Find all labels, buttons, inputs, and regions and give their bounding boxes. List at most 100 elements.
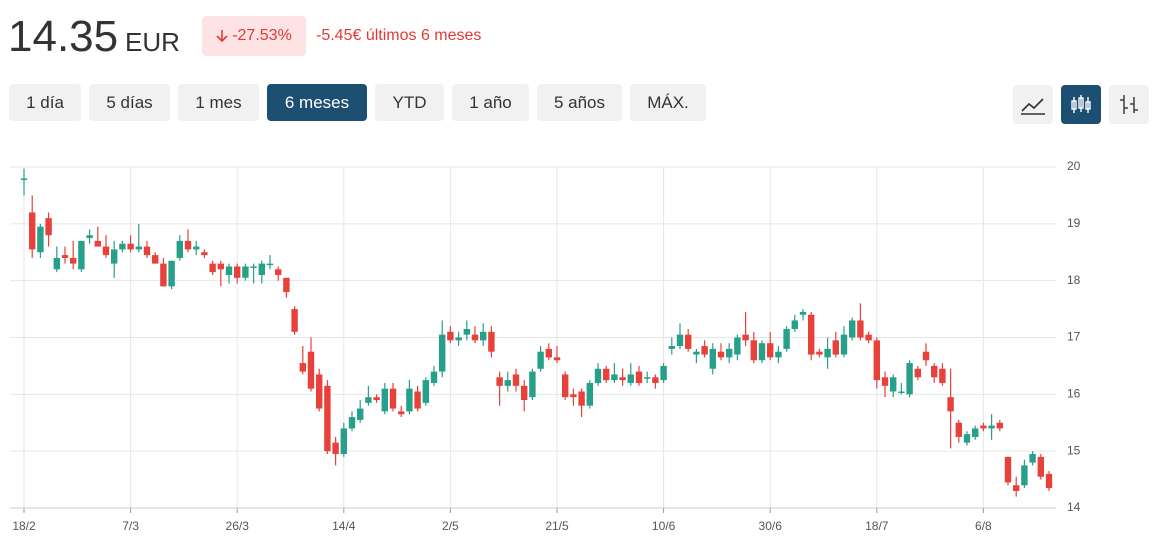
candle-body [373,397,380,401]
candle-body [439,334,446,372]
range-button[interactable]: 5 días [89,84,170,121]
candle-body [840,334,848,355]
candle-body [562,374,569,398]
range-button[interactable]: 5 años [537,84,622,121]
y-tick-label: 14 [1067,500,1081,514]
candle-body [890,377,897,392]
candle-body [168,260,175,287]
candle-body [545,348,552,358]
candle-body [996,422,1003,429]
candle-body [504,380,511,386]
candle-body [553,357,561,361]
candle-body [135,246,142,250]
x-tick-label: 6/8 [975,519,992,533]
x-tick-label: 10/6 [652,519,676,533]
price: 14.35 [8,12,119,61]
range-button[interactable]: 1 año [452,84,529,121]
candle-body [906,363,913,395]
candle-body [570,394,577,398]
range-button[interactable]: 1 mes [178,84,259,121]
candle-body [1045,473,1053,489]
candle-body [127,243,134,250]
x-tick-label: 18/2 [12,519,36,533]
x-tick-label: 7/3 [122,519,139,533]
candle-body [603,368,610,381]
candle-body [20,178,28,180]
candle-body [578,391,585,406]
candle-body [496,377,503,386]
candle-body [1037,456,1044,477]
x-tick-label: 30/6 [759,519,783,533]
candle-body [266,263,274,266]
currency: EUR [125,27,180,57]
candle-body [988,425,995,429]
y-tick-label: 20 [1067,159,1081,173]
candle-body [307,351,315,389]
candle-body [652,377,659,383]
candle-body [873,340,880,381]
candle-body [832,340,839,355]
candle-body [701,346,708,355]
candle-body [955,422,962,437]
range-button[interactable]: YTD [375,84,444,121]
candle-body [143,246,151,256]
range-button[interactable]: 1 día [9,84,81,121]
candle-body [348,417,356,429]
candle-body [53,257,60,270]
candle-body [922,351,930,361]
change-pct: -27.53% [232,27,292,44]
candle-body [931,365,938,378]
candle-body [980,425,987,429]
candle-body [742,334,749,341]
y-tick-label: 16 [1067,387,1081,401]
candle-body [152,255,159,264]
candle-body [1029,454,1036,463]
candle-body [939,368,946,383]
candle-body [726,348,733,358]
candle-body [447,331,454,341]
candle-body [365,397,372,403]
y-tick-label: 15 [1067,443,1081,457]
candle-body [1021,465,1028,486]
candle-body [324,385,331,452]
ohlc-button[interactable] [1109,85,1149,124]
candle-body [193,246,200,250]
candle-body [644,377,651,379]
line-chart-button[interactable] [1013,85,1053,124]
x-tick-label: 18/7 [865,519,889,533]
candle-body [619,377,626,381]
candle-body [816,351,823,355]
candle-body [316,374,323,409]
candle-body [685,334,692,349]
candle-body [627,374,634,383]
candle-body [824,348,831,358]
candle-body [45,218,52,236]
candle-body [676,334,684,347]
candle-body [119,243,126,250]
candle-body [225,266,233,275]
candle-body [430,371,438,383]
candle-body [693,351,700,355]
x-tick-label: 26/3 [226,519,250,533]
candle-body [537,351,544,369]
candle-body [775,351,782,358]
candle-body [455,337,462,341]
range-button[interactable]: MÁX. [630,84,706,121]
x-tick-label: 21/5 [545,519,569,533]
y-tick-label: 17 [1067,330,1081,344]
candle-body [61,255,69,258]
candle-body [488,331,495,352]
candle-body [217,263,224,270]
candle-body [422,380,429,403]
change-text: -5.45€ últimos 6 meses [316,27,482,44]
candle-body [406,388,413,412]
candle-body [78,240,85,270]
candle-body [381,388,388,412]
range-button[interactable]: 6 meses [267,84,367,121]
candle-body [37,226,44,253]
candlestick-button[interactable] [1061,85,1101,124]
candle-body [258,263,265,275]
candle-body [94,240,101,247]
candle-body [521,385,528,401]
